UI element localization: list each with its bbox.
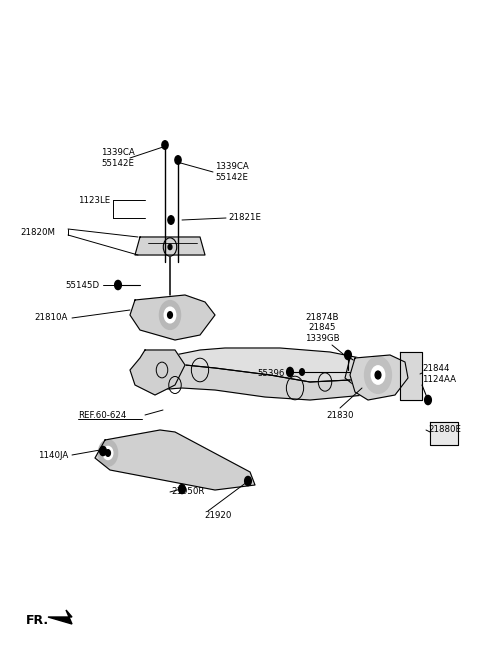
Text: 55145D: 55145D [66,282,100,291]
Polygon shape [48,610,72,624]
Text: 21950R: 21950R [171,487,204,496]
Circle shape [179,485,185,494]
Circle shape [375,371,381,379]
Polygon shape [400,352,422,400]
Polygon shape [430,422,458,445]
Text: 21821E: 21821E [228,214,261,223]
Text: 1123LE: 1123LE [78,195,110,204]
Text: 21820M: 21820M [20,227,55,236]
Polygon shape [150,365,370,400]
Circle shape [372,366,385,384]
Text: 1140JA: 1140JA [38,451,68,460]
Text: 21880E: 21880E [428,426,461,434]
Circle shape [287,367,293,377]
Polygon shape [148,348,370,382]
Polygon shape [345,358,390,390]
Circle shape [159,301,180,329]
Circle shape [245,476,252,485]
Text: 21874B
21845
1339GB: 21874B 21845 1339GB [305,313,339,343]
Circle shape [98,440,118,466]
Circle shape [168,215,174,224]
Polygon shape [350,355,408,400]
Text: FR.: FR. [26,614,49,626]
Text: 21920: 21920 [204,510,232,519]
Circle shape [345,350,351,360]
Text: 21810A: 21810A [35,314,68,322]
Circle shape [164,307,176,323]
Text: 1339CA
55142E: 1339CA 55142E [215,162,249,181]
Circle shape [365,357,392,394]
Circle shape [162,141,168,149]
Text: 21830: 21830 [326,411,354,419]
Text: 55396: 55396 [258,369,285,377]
Text: 21844
1124AA: 21844 1124AA [422,364,456,384]
Circle shape [175,156,181,164]
Circle shape [425,396,432,405]
Circle shape [115,280,121,290]
Polygon shape [130,350,185,395]
Circle shape [100,447,107,456]
Circle shape [168,312,172,318]
Text: REF.60-624: REF.60-624 [78,411,126,419]
Polygon shape [130,295,215,340]
Circle shape [106,450,110,457]
Circle shape [168,244,172,250]
Text: 1339CA
55142E: 1339CA 55142E [101,148,135,168]
Circle shape [300,369,304,375]
Circle shape [103,447,113,460]
Polygon shape [95,430,255,490]
Polygon shape [135,237,205,255]
